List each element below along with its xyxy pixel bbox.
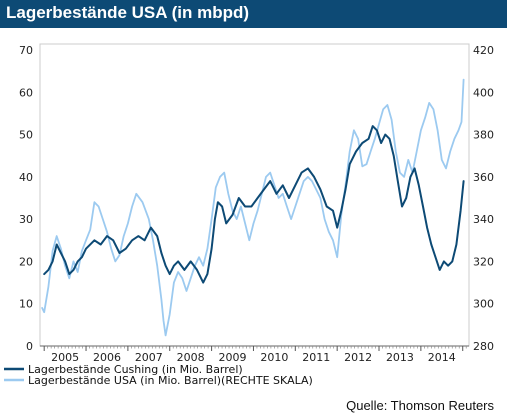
left-tick-label: 10	[19, 298, 33, 311]
right-tick-label: 320	[473, 255, 494, 268]
plot-area	[39, 43, 470, 347]
legend: Lagerbestände Cushing (in Mio. Barrel)La…	[4, 363, 313, 387]
x-tick-label: 2008	[177, 351, 205, 364]
right-tick-label: 380	[473, 129, 494, 142]
left-y-axis: 0 10 20 30 40 50 60 70	[19, 44, 33, 353]
legend-label: Lagerbestände USA (in Mio. Barrel)(RECHT…	[28, 374, 313, 387]
right-tick-label: 420	[473, 44, 494, 57]
left-tick-label: 0	[26, 340, 33, 353]
left-tick-label: 30	[19, 213, 33, 226]
x-tick-label: 2007	[135, 351, 163, 364]
source-note: Quelle: Thomson Reuters	[346, 398, 494, 413]
title-bar: Lagerbestände USA (in mbpd)	[0, 0, 507, 28]
right-tick-label: 400	[473, 86, 494, 99]
x-tick-label: 2010	[260, 351, 288, 364]
left-tick-label: 60	[19, 86, 33, 99]
right-tick-label: 360	[473, 171, 494, 184]
right-tick-label: 280	[473, 340, 494, 353]
left-tick-label: 50	[19, 129, 33, 142]
series-line-cushing	[43, 125, 465, 284]
x-tick-label: 2006	[93, 351, 121, 364]
chart-title: Lagerbestände USA (in mbpd)	[6, 3, 250, 22]
series-line-usa	[41, 78, 465, 337]
x-tick-label: 2014	[428, 351, 456, 364]
x-tick-label: 2011	[302, 351, 330, 364]
x-axis: 2005 2006 2007 2008 2009 2010 2011 2012 2013 2014	[40, 345, 469, 364]
left-tick-label: 40	[19, 171, 33, 184]
x-tick-label: 2005	[51, 351, 79, 364]
x-tick-label: 2012	[344, 351, 372, 364]
plot-border	[39, 43, 470, 347]
series-layer	[41, 78, 465, 337]
x-tick-label: 2013	[386, 351, 414, 364]
left-tick-label: 20	[19, 255, 33, 268]
left-tick-label: 70	[19, 44, 33, 57]
x-tick-label: 2009	[219, 351, 247, 364]
right-tick-label: 340	[473, 213, 494, 226]
legend-label: Lagerbestände Cushing (in Mio. Barrel)	[28, 363, 243, 376]
right-tick-label: 300	[473, 298, 494, 311]
right-y-axis: 280 300 320 340 360 380 400 420	[473, 44, 494, 353]
